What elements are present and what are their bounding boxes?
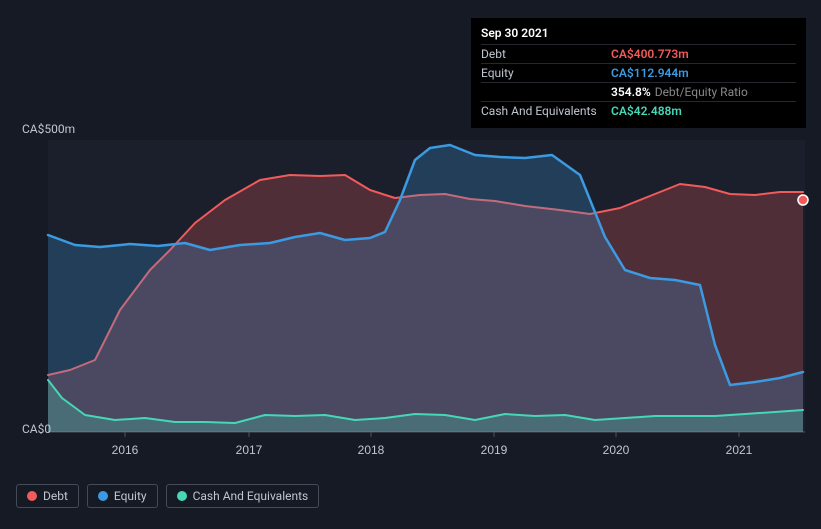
legend-label: Cash And Equivalents [193, 489, 309, 503]
svg-text:2021: 2021 [726, 443, 753, 457]
tooltip-date: Sep 30 2021 [481, 26, 796, 40]
chart-container: 2016 2017 2018 2019 2020 2021 CA$500m CA$0 Se… [0, 0, 821, 526]
legend-label: Equity [114, 489, 147, 503]
legend-item[interactable]: Debt [16, 484, 79, 508]
tooltip-row-sub: Debt/Equity Ratio [655, 85, 748, 99]
tooltip-row: 354.8% Debt/Equity Ratio [481, 82, 796, 101]
svg-text:2016: 2016 [112, 443, 139, 457]
y-tick-bottom: CA$0 [22, 422, 51, 436]
chart-tooltip: Sep 30 2021 DebtCA$400.773mEquityCA$112.… [471, 18, 806, 128]
tooltip-row-label [481, 85, 611, 99]
tooltip-row-value: CA$42.488m [611, 104, 682, 118]
legend-item[interactable]: Equity [87, 484, 158, 508]
legend-item[interactable]: Cash And Equivalents [166, 484, 320, 508]
legend: Debt Equity Cash And Equivalents [16, 484, 319, 508]
tooltip-row-value: CA$400.773m [611, 47, 689, 61]
svg-text:2019: 2019 [481, 443, 508, 457]
tooltip-row: DebtCA$400.773m [481, 44, 796, 63]
tooltip-row-label: Cash And Equivalents [481, 104, 611, 118]
tooltip-row-value: 354.8% [611, 85, 651, 99]
tooltip-row-label: Debt [481, 47, 611, 61]
legend-dot-icon [98, 491, 108, 501]
tooltip-row: EquityCA$112.944m [481, 63, 796, 82]
svg-text:2018: 2018 [358, 443, 385, 457]
legend-dot-icon [177, 491, 187, 501]
tooltip-row-value: CA$112.944m [611, 66, 689, 80]
y-tick-top: CA$500m [22, 122, 75, 136]
tooltip-row-label: Equity [481, 66, 611, 80]
tooltip-row: Cash And EquivalentsCA$42.488m [481, 101, 796, 120]
svg-text:2020: 2020 [603, 443, 630, 457]
svg-text:2017: 2017 [236, 443, 263, 457]
legend-dot-icon [27, 491, 37, 501]
legend-label: Debt [43, 489, 68, 503]
